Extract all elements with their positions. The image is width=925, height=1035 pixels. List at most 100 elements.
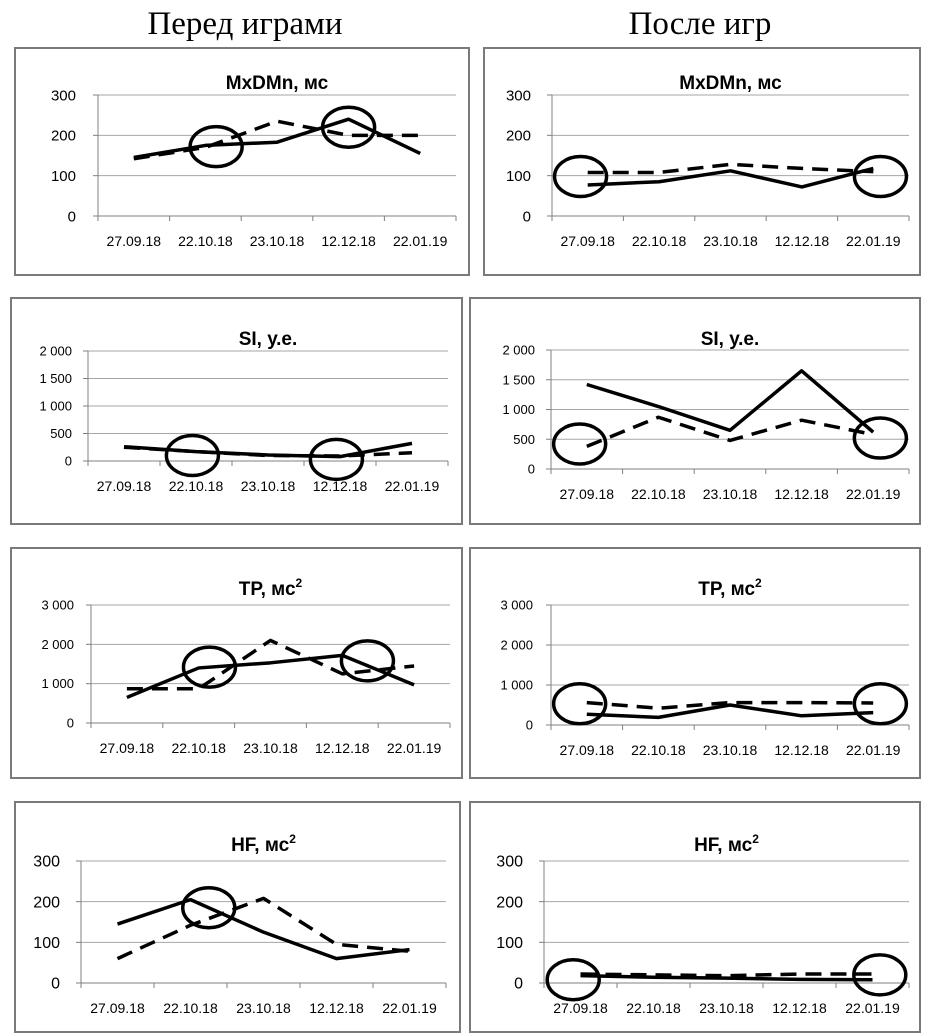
x-tick-label: 22.10.18 [163,1000,218,1016]
y-tick-label: 500 [50,426,72,441]
x-tick-label: 23.10.18 [243,740,298,756]
series-line-dashed [133,119,421,161]
x-tick-label: 23.10.18 [703,742,758,758]
heading-before: Перед играми [147,6,343,42]
heading-after: После игр [628,6,772,42]
x-tick-label: 27.09.18 [97,478,152,494]
y-tick-label: 100 [33,935,60,952]
x-tick-label: 22.01.19 [846,233,901,249]
y-tick-label: 0 [67,716,74,731]
y-tick-label: 200 [33,894,60,911]
chart-title-superscript: 2 [752,832,759,846]
series-line-solid [580,973,873,982]
chart-mxdmn-after: 0 100 200 300 27.09.18 22.10.18 23.10.18 12.12.… [506,73,910,249]
x-tick-label: 12.12.18 [309,1000,364,1016]
chart-tp-after: 0 1 000 2 000 3 000 27.09.18 22.10.18 23.10.18… [500,576,910,758]
x-tick-label: 22.10.18 [171,740,226,756]
y-tick-label: 1 000 [500,678,533,693]
chart-si-after: 0 500 1 000 1 500 2 000 27.09.18 22.10.18 23.10… [502,329,910,502]
highlight-circle [339,639,396,683]
chart-title: TP, мс2 [239,576,303,600]
x-tick-label: 27.09.18 [107,233,162,249]
chart-hf-after: 0 100 200 300 27.09.18 22.10.18 23.10.18 12.12.… [496,832,910,1016]
x-tick-label: 23.10.18 [703,486,758,502]
x-tick-label: 23.10.18 [241,478,296,494]
series-line-solid [133,117,421,160]
y-tick-label: 0 [526,718,533,733]
y-tick-label: 100 [496,935,523,952]
highlight-circle [551,422,608,466]
chart-title: HF, мс2 [694,832,759,856]
series-line-dashed [123,445,413,458]
series-line-solid [126,653,415,700]
x-tick-label: 27.09.18 [560,742,615,758]
y-tick-label: 1 000 [502,402,535,417]
series-line-dashed [586,700,874,710]
highlight-circle [852,682,909,726]
highlight-circle [551,682,608,726]
x-tick-label: 12.12.18 [321,233,376,249]
y-tick-label: 0 [51,976,60,993]
x-tick-label: 22.10.18 [632,233,687,249]
series-line-solid [586,369,875,434]
chart-panel-tp-before: 0 1 000 2 000 3 000 27.09.18 22.10.18 23.10.18… [10,547,463,779]
y-tick-label: 2 000 [502,343,535,358]
highlight-circle [852,416,909,460]
y-tick-label: 300 [51,87,76,104]
x-tick-label: 22.01.19 [387,740,442,756]
highlight-circle [545,957,601,1002]
y-tick-label: 0 [68,208,76,225]
x-tick-label: 23.10.18 [236,1000,291,1016]
chart-title: SI, у.е. [239,329,298,350]
x-tick-label: 23.10.18 [703,233,758,249]
y-tick-label: 0 [514,976,523,993]
x-tick-label: 22.01.19 [845,1000,900,1016]
series-line-dashed [116,896,410,961]
y-tick-label: 100 [506,168,531,185]
chart-panel-hf-before: 0 100 200 300 27.09.18 22.10.18 23.10.18 12.12.… [14,801,461,1033]
highlight-circle [852,953,908,997]
highlight-circle [852,154,909,199]
x-tick-label: 22.01.19 [393,233,448,249]
x-tick-label: 23.10.18 [699,1000,754,1016]
y-tick-label: 300 [506,87,531,104]
y-tick-label: 1 500 [502,372,535,387]
chart-title-superscript: 2 [289,832,296,846]
y-tick-label: 1 500 [39,371,72,386]
x-tick-label: 27.09.18 [553,1000,608,1016]
x-tick-label: 23.10.18 [250,233,305,249]
chart-title-superscript: 2 [755,576,762,590]
series-line-solid [587,166,874,189]
x-tick-label: 12.12.18 [315,740,370,756]
series-line-solid [123,441,413,459]
series-line-solid [586,703,874,720]
chart-si-before: 0 500 1 000 1 500 2 000 27.09.18 22.10.18 23.10… [39,329,449,494]
chart-title: HF, мс2 [231,832,296,856]
series-line-dashed [587,162,874,175]
y-tick-label: 1 000 [41,676,74,691]
chart-title-superscript: 2 [296,576,303,590]
chart-title: TP, мс2 [698,576,762,600]
chart-hf-before: 0 100 200 300 27.09.18 22.10.18 23.10.18 12.12.… [33,832,447,1016]
y-tick-label: 200 [51,128,76,145]
highlight-circle [308,437,365,482]
y-tick-label: 2 000 [39,344,72,359]
chart-mxdmn-before: 0 100 200 300 27.09.18 22.10.18 23.10.18 12.12.… [51,73,457,249]
x-tick-label: 22.10.18 [631,742,686,758]
y-tick-label: 200 [496,894,523,911]
y-tick-label: 300 [496,854,523,871]
x-tick-label: 12.12.18 [313,478,368,494]
chart-title: MxDMn, мс [679,73,782,94]
chart-panel-si-before: 0 500 1 000 1 500 2 000 27.09.18 22.10.18 23.10… [10,297,463,525]
x-tick-label: 22.10.18 [169,478,224,494]
chart-panel-si-after: 0 500 1 000 1 500 2 000 27.09.18 22.10.18 23.10… [469,297,921,525]
chart-panel-tp-after: 0 1 000 2 000 3 000 27.09.18 22.10.18 23.10.18… [469,547,921,779]
x-tick-label: 22.01.19 [385,478,440,494]
y-tick-label: 2 000 [41,637,74,652]
y-tick-label: 1 000 [39,399,72,414]
y-tick-label: 300 [33,854,60,871]
y-tick-label: 200 [506,128,531,145]
chart-title: MxDMn, мс [226,73,329,94]
highlight-circle [164,433,221,478]
chart-panel-mxdmn-before: 0 100 200 300 27.09.18 22.10.18 23.10.18 12.12.… [14,47,470,276]
